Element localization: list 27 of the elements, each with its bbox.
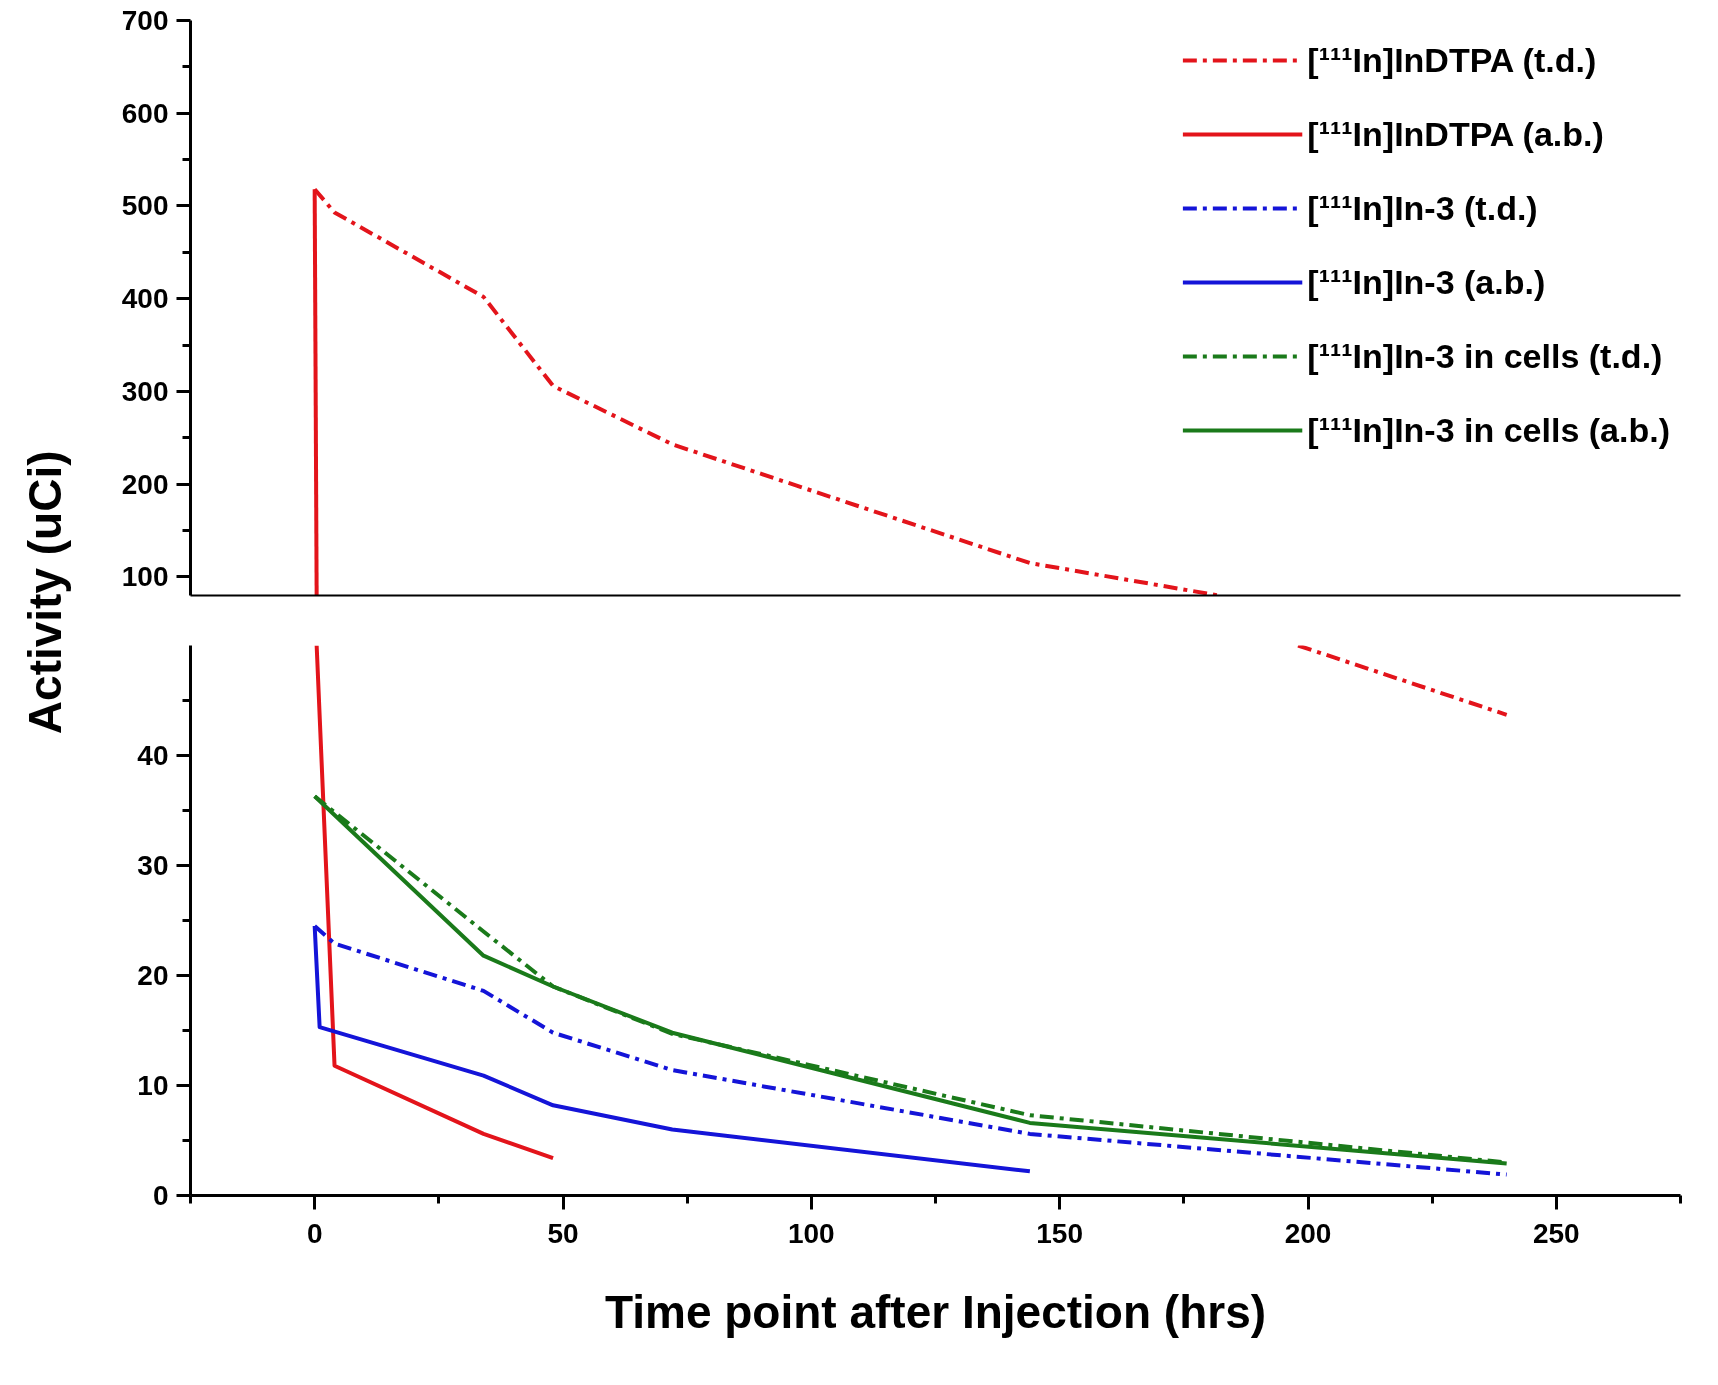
x-tick-label: 250 [1532,1217,1580,1249]
legend-label: [¹¹¹In]In-3 (t.d.) [1307,187,1538,229]
legend-label: [¹¹¹In]In-3 (a.b.) [1307,261,1546,303]
legend-label: [¹¹¹In]InDTPA (a.b.) [1307,113,1604,155]
y-tick-label: 700 [121,5,169,36]
y-tick-label: 100 [121,561,169,593]
y-tick-label: 300 [121,375,169,407]
y-tick-label: 0 [152,1180,169,1211]
y-tick-label: 40 [137,740,169,771]
y-tick-label: 500 [121,190,169,222]
line-series [314,645,556,1161]
y-tick-label: 600 [121,97,169,129]
y-axis-title: Activity (uCi) [18,450,71,735]
y-tick-label: 200 [121,468,169,500]
y-tick-label: 10 [137,1070,169,1101]
x-axis-title: Time point after Injection (hrs) [604,1285,1267,1338]
x-tick-label: 100 [787,1217,835,1249]
x-tick-label: 150 [1036,1217,1084,1249]
y-tick-label: 400 [121,283,169,315]
x-tick-label: 0 [306,1217,323,1249]
y-tick-label: 20 [137,960,169,991]
x-tick-label: 200 [1284,1217,1332,1249]
x-tick-label: 50 [547,1217,579,1249]
legend-label: [¹¹¹In]In-3 in cells (a.b.) [1307,409,1670,451]
y-tick-label: 30 [137,850,169,881]
legend-label: [¹¹¹In]InDTPA (t.d.) [1307,39,1597,81]
legend-label: [¹¹¹In]In-3 in cells (t.d.) [1307,335,1663,377]
